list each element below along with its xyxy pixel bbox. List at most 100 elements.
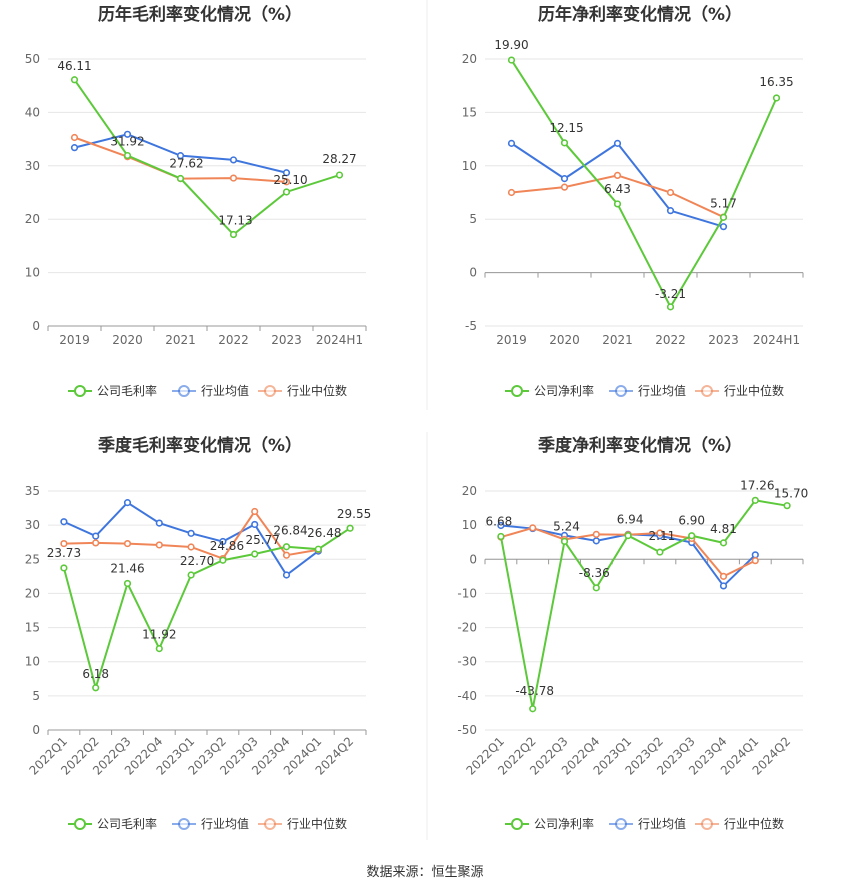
data-label: 5.17 (710, 196, 737, 210)
y-tick-label: 10 (462, 159, 477, 173)
legend-swatch-marker (701, 385, 713, 397)
legend-swatch-marker (178, 818, 190, 830)
x-tick-label: 2020 (549, 333, 580, 347)
data-point-median (719, 572, 728, 580)
legend-industry-median: 行业中位数 (258, 383, 347, 398)
data-point-avg (282, 571, 291, 579)
legend-label: 行业均值 (638, 816, 686, 831)
legend-industry-avg: 行业均值 (609, 383, 686, 398)
legend-label: 行业均值 (201, 383, 249, 398)
y-tick-label: 20 (462, 52, 477, 66)
chart-annual-net: 历年净利率变化情况（%） -5 0 5 10 15 20 2019 2020 2021 2022 20… (462, 4, 804, 398)
series-line-company (499, 499, 788, 709)
data-label: 23.73 (47, 546, 81, 560)
legend-label: 公司毛利率 (97, 383, 157, 398)
y-tick-label: -40 (457, 689, 477, 703)
chart-quarterly-gross: 季度毛利率变化情况（%）051015202530352022Q12022Q220… (25, 435, 372, 831)
data-point-avg (70, 144, 79, 152)
data-point-company (666, 303, 675, 311)
data-point-company (92, 684, 100, 692)
data-point-company (507, 56, 516, 64)
legend-label: 行业均值 (201, 816, 249, 831)
data-point-company (60, 564, 68, 572)
data-point-avg (497, 521, 505, 530)
legend: 公司净利率 行业均值 行业中位数 (505, 816, 784, 831)
chart-title: 历年净利率变化情况（%） (538, 4, 742, 25)
legend-company: 公司毛利率 (68, 816, 157, 831)
x-tick-label: 2022 (218, 333, 249, 347)
data-point-median (70, 133, 79, 142)
legend-company: 公司毛利率 (68, 383, 157, 398)
data-point-company (529, 705, 537, 713)
y-tick-label: 20 (462, 484, 477, 498)
data-label: 29.55 (337, 507, 371, 521)
data-point-avg (92, 532, 100, 540)
data-point-avg (282, 169, 291, 177)
chart-annual-gross: 历年毛利率变化情况（%） 0 10 20 30 40 50 2019 2020 2021 2022 2… (25, 4, 367, 398)
x-tick-label: 2024H1 (753, 333, 800, 347)
data-point-median (666, 188, 675, 197)
data-point-avg (613, 139, 622, 147)
data-point-avg (719, 582, 728, 590)
data-point-company (251, 550, 259, 558)
data-point-median (282, 551, 291, 559)
data-label: -43.78 (515, 684, 554, 698)
data-point-median (560, 183, 569, 191)
data-point-avg (155, 519, 163, 527)
data-label: 16.35 (759, 75, 793, 89)
data-point-avg (123, 130, 132, 138)
data-point-company (772, 94, 781, 102)
legend-label: 行业中位数 (287, 383, 347, 398)
y-tick-label: 10 (25, 655, 40, 669)
data-point-company (656, 548, 664, 556)
y-tick-label: 15 (462, 105, 477, 119)
data-point-company (688, 532, 696, 540)
chart-title: 季度毛利率变化情况（%） (98, 435, 302, 456)
data-point-company (719, 213, 728, 221)
legend-swatch-marker (178, 385, 190, 397)
data-label: 17.13 (218, 214, 252, 228)
series-line-company (510, 59, 778, 309)
legend: 公司毛利率 行业均值 行业中位数 (68, 816, 347, 831)
chart-title: 历年毛利率变化情况（%） (98, 4, 302, 25)
data-label: -3.21 (655, 287, 686, 301)
data-label: 21.46 (110, 561, 144, 575)
data-point-company (123, 579, 132, 588)
data-point-avg (176, 152, 185, 160)
legend-swatch-marker (615, 818, 627, 830)
data-point-company (187, 571, 195, 579)
data-point-median (507, 188, 516, 197)
data-point-company (282, 188, 291, 196)
data-label: 27.62 (169, 157, 203, 171)
data-point-avg (592, 537, 600, 545)
y-tick-label: -10 (457, 586, 477, 600)
data-label: 26.84 (273, 524, 307, 538)
data-point-company (155, 645, 163, 653)
legend-label: 公司毛利率 (97, 816, 157, 831)
legend-company: 公司净利率 (505, 383, 594, 398)
y-tick-label: 0 (469, 552, 477, 566)
y-tick-label: 10 (25, 266, 40, 280)
legend-company: 公司净利率 (505, 816, 594, 831)
data-point-company (560, 139, 569, 147)
series-line-company (62, 527, 351, 692)
x-tick-label: 2023 (708, 333, 739, 347)
data-point-median (251, 507, 259, 516)
x-tick-label: 2023 (271, 333, 302, 347)
y-tick-label: 15 (25, 621, 40, 635)
data-label: 24.86 (210, 539, 244, 553)
data-point-company (282, 543, 291, 551)
y-tick-label: 20 (25, 586, 40, 600)
y-tick-label: 0 (32, 723, 40, 737)
data-label: 11.92 (142, 628, 176, 642)
data-point-avg (229, 156, 238, 164)
data-label: 15.70 (774, 487, 808, 501)
data-point-avg (560, 175, 569, 183)
legend-label: 公司净利率 (534, 816, 594, 831)
data-label: -8.36 (579, 566, 610, 580)
data-label: 19.90 (494, 38, 528, 52)
legend-swatch-marker (701, 818, 713, 830)
legend: 公司净利率 行业均值 行业中位数 (505, 383, 784, 398)
